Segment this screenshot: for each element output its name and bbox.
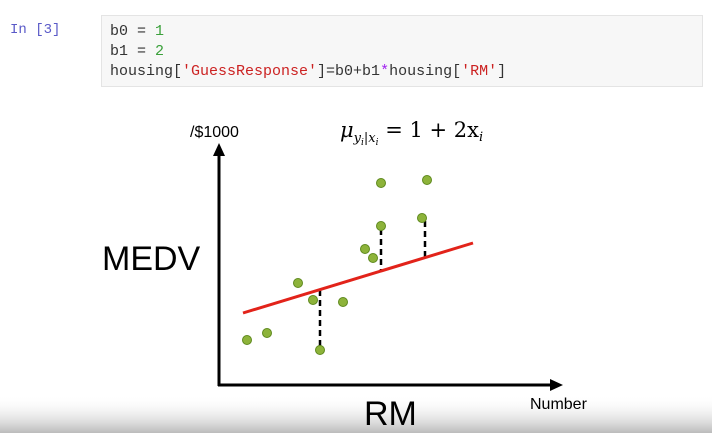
code-token: 2 [155,43,165,60]
x-unit: Number [530,396,588,413]
eq-part: = 1 + 2x [379,118,480,142]
code-token: 1 [155,23,165,40]
code-line: b0 = 1 [110,22,694,42]
eq-part: i [376,138,379,148]
code-token: housing[ [389,63,462,80]
code-token: * [380,63,390,80]
cell-prompt: In [3] [10,22,61,38]
code-line: housing['GuessResponse']=b0+b1*housing['… [110,62,694,82]
code-token: b0 = [110,23,156,40]
code-token: 'GuessResponse' [182,63,318,80]
code-line: b1 = 2 [110,42,694,62]
code-token: ]=b0+b1 [317,63,381,80]
eq-part: i [361,138,364,148]
residuals [318,221,427,348]
y-unit: /$1000 [190,124,239,141]
eq-part: μ [340,118,354,142]
eq-part: |x [364,131,376,146]
eq-part: y [353,131,362,146]
code-token: 'RM' [461,63,498,80]
code-token: b1 = [110,43,156,60]
y-arrow [213,143,225,156]
eq-part: i [479,130,483,145]
x-label: RM [364,395,417,433]
x-arrow [550,379,563,391]
regression-line [242,241,474,315]
code-cell[interactable]: b0 = 1 b1 = 2 housing['GuessResponse']=b0+… [101,15,703,87]
video-shadow [0,395,712,433]
equation: μyi|xi = 1 + 2xi [340,118,483,148]
code-token: ] [497,63,507,80]
y-label: MEDV [102,240,201,278]
points [242,175,432,355]
code-token: housing[ [110,63,183,80]
